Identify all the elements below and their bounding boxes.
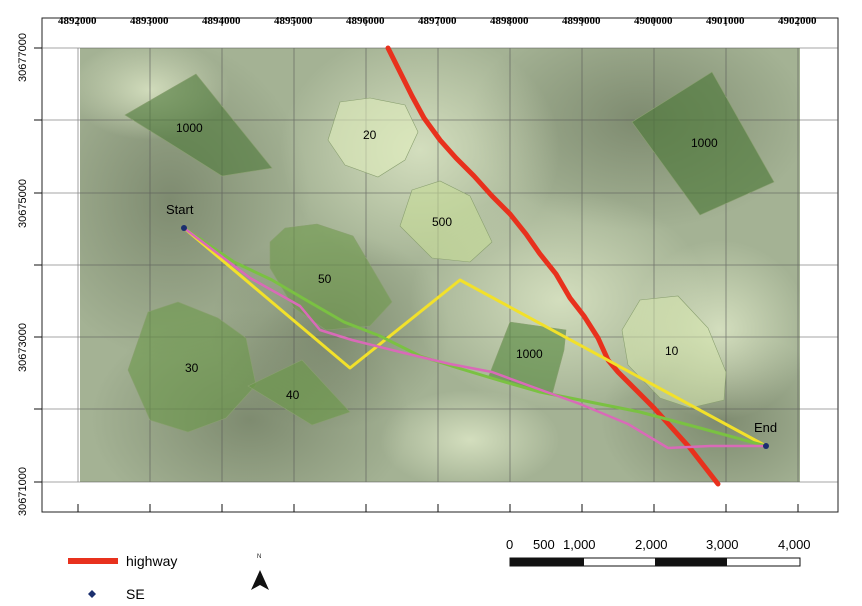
zone-label: 10 bbox=[665, 344, 679, 358]
top-tick-label: 4897000 bbox=[418, 15, 457, 27]
zone-polygon[interactable] bbox=[124, 73, 273, 177]
highway-line[interactable] bbox=[385, 45, 721, 487]
scalebar-label: 0 bbox=[506, 537, 513, 552]
top-tick-label: 4895000 bbox=[274, 15, 313, 27]
route-pink[interactable] bbox=[183, 227, 766, 450]
left-tick-labels: 30677000 30675000 30673000 30671000 bbox=[17, 33, 29, 516]
axis-ticks bbox=[34, 18, 799, 512]
scalebar-label: 500 bbox=[533, 537, 555, 552]
legend-se-label: SE bbox=[126, 586, 145, 602]
north-arrow-icon: N bbox=[251, 554, 269, 590]
top-tick-label: 4898000 bbox=[490, 15, 529, 27]
top-tick-label: 4894000 bbox=[202, 15, 241, 27]
zone-polygon[interactable] bbox=[621, 295, 727, 409]
zone-label: 1000 bbox=[516, 347, 543, 361]
scalebar-label: 3,000 bbox=[706, 537, 739, 552]
zone-polygon[interactable] bbox=[631, 71, 775, 216]
top-tick-labels: 4892000 4893000 4894000 4895000 4896000 … bbox=[58, 15, 817, 27]
zone-polygon[interactable] bbox=[247, 359, 351, 426]
zone-polygon[interactable] bbox=[269, 223, 393, 331]
legend-se-swatch bbox=[88, 590, 96, 598]
zone-label: 1000 bbox=[691, 136, 718, 150]
zones bbox=[124, 71, 775, 433]
left-tick-label: 30673000 bbox=[17, 323, 29, 372]
zone-polygon[interactable] bbox=[127, 301, 257, 433]
legend: highway SE bbox=[68, 553, 177, 602]
top-tick-label: 4899000 bbox=[562, 15, 601, 27]
scalebar-label: 2,000 bbox=[635, 537, 668, 552]
zone-label: 50 bbox=[318, 272, 332, 286]
zone-label: 20 bbox=[363, 128, 377, 142]
end-label: End bbox=[754, 420, 777, 435]
scalebar-label: 4,000 bbox=[778, 537, 811, 552]
start-point[interactable] bbox=[181, 225, 187, 231]
zone-polygon[interactable] bbox=[399, 180, 493, 263]
zone-label: 500 bbox=[432, 215, 452, 229]
zone-label: 30 bbox=[185, 361, 199, 375]
left-tick-label: 30675000 bbox=[17, 179, 29, 228]
left-tick-label: 30677000 bbox=[17, 33, 29, 82]
top-tick-label: 4901000 bbox=[706, 15, 745, 27]
zone-label: 40 bbox=[286, 388, 300, 402]
top-tick-label: 4892000 bbox=[58, 15, 97, 27]
north-label: N bbox=[257, 554, 261, 560]
top-tick-label: 4893000 bbox=[130, 15, 169, 27]
legend-highway-label: highway bbox=[126, 553, 177, 569]
left-tick-label: 30671000 bbox=[17, 467, 29, 516]
top-tick-label: 4902000 bbox=[778, 15, 817, 27]
route-yellow[interactable] bbox=[183, 226, 767, 448]
zone-labels: 1000 20 1000 500 50 30 40 1000 10 bbox=[176, 121, 718, 402]
end-point[interactable] bbox=[763, 443, 769, 449]
start-label: Start bbox=[166, 202, 194, 217]
scale-bar: 0 500 1,000 2,000 3,000 4,000 bbox=[506, 537, 811, 567]
zone-polygon[interactable] bbox=[327, 97, 419, 178]
scalebar-label: 1,000 bbox=[563, 537, 596, 552]
top-tick-label: 4900000 bbox=[634, 15, 673, 27]
zone-label: 1000 bbox=[176, 121, 203, 135]
top-tick-label: 4896000 bbox=[346, 15, 385, 27]
